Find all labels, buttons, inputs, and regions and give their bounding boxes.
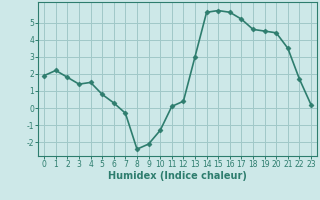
- X-axis label: Humidex (Indice chaleur): Humidex (Indice chaleur): [108, 171, 247, 181]
